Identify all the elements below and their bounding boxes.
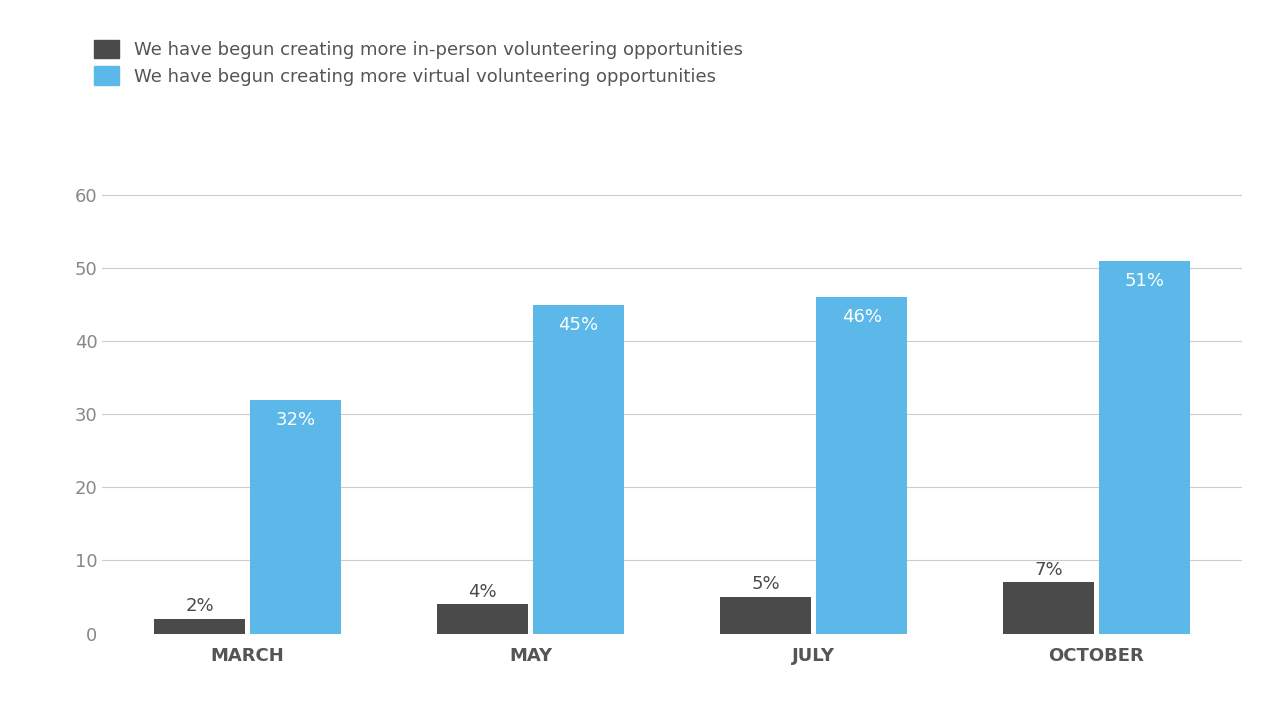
Bar [721,597,810,634]
Text: 32%: 32% [275,410,316,428]
Text: 46%: 46% [841,308,882,326]
Bar [154,619,244,634]
Bar [817,297,906,634]
Text: 2%: 2% [186,598,214,616]
Legend: We have begun creating more in-person volunteering opportunities, We have begun : We have begun creating more in-person vo… [88,35,749,91]
Text: 4%: 4% [468,582,497,600]
Text: 5%: 5% [751,575,780,593]
Bar [251,400,340,634]
Text: 45%: 45% [558,315,599,333]
Bar [1004,582,1093,634]
Bar [438,604,527,634]
Text: 7%: 7% [1034,561,1062,579]
Bar [1100,261,1190,634]
Bar [534,305,623,634]
Text: 51%: 51% [1125,271,1165,289]
